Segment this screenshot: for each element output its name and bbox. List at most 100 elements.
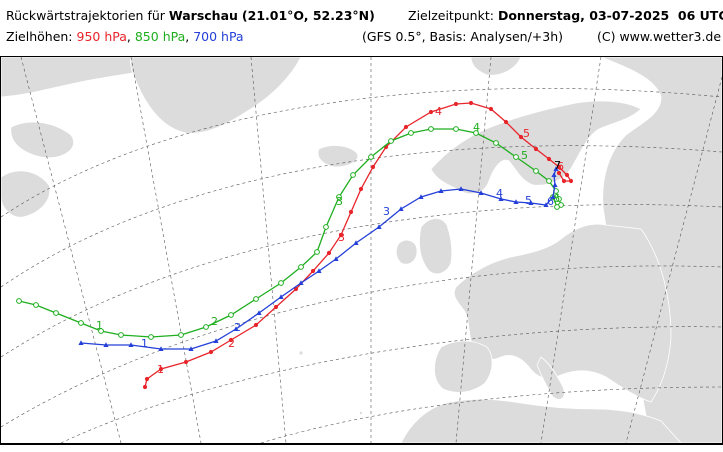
day-label: 6 [553,192,560,205]
target-marker-label: 7 [554,159,561,172]
circle-marker-icon [298,264,304,270]
land-italy [536,356,565,400]
triangle-marker-icon [543,202,549,207]
dot-marker-icon [533,146,539,152]
triangle-marker-icon [513,199,519,204]
land-labrador [1,170,51,218]
triangle-marker-icon [298,280,304,285]
dot-marker-icon [468,100,474,106]
bottom-rule [0,444,723,445]
triangle-marker-icon [233,326,239,331]
circle-marker-icon [388,138,394,144]
circle-marker-icon [336,194,342,200]
parallel-line [1,204,722,358]
triangle-marker-icon [551,172,557,177]
target-time-line: Zielzeitpunkt: Donnerstag, 03-07-2025 06… [408,8,723,24]
circle-marker-icon [408,130,414,136]
parallel-line [60,326,722,443]
land-great-britain [419,218,453,275]
triangle-marker-icon [188,346,194,351]
circle-marker-icon [78,320,84,326]
dot-marker-icon [488,106,494,112]
dot-marker-icon [208,349,214,355]
circle-marker-icon [228,312,234,318]
triangle-marker-icon [498,196,504,201]
circle-marker-icon [554,204,560,210]
meridian-line [130,57,202,443]
dot-marker-icon [348,209,354,215]
dot-marker-icon [158,366,164,372]
meridian-line [540,57,602,443]
meridian-line [455,57,492,443]
title-prefix: Rückwärtstrajektorien für [6,8,165,23]
triangle-marker-icon [376,224,382,229]
land-svalbard [470,57,522,76]
day-label: 5 [523,127,530,140]
triangle-marker-icon [78,340,84,345]
circle-marker-icon [178,332,184,338]
day-label: 2 [234,321,241,334]
triangle-marker-icon [398,206,404,211]
circle-marker-icon [278,280,284,286]
circle-marker-icon [473,130,479,136]
triangle-marker-icon [458,186,464,191]
day-label: 4 [496,187,503,200]
triangle-marker-icon [553,166,559,171]
circle-marker-icon [33,302,39,308]
triangle-marker-icon [103,342,109,347]
graticule [1,57,722,443]
map-canvas: 1 2 3 4 5 6 1 2 3 4 5 6 1 2 3 4 5 6 7 [1,57,722,443]
circle-marker-icon [513,154,519,160]
levels-label: Zielhöhen: [6,29,73,44]
trajectory-950hpa: 1 2 3 4 5 6 [142,100,574,390]
day-label: 3 [336,195,343,208]
map-header: Rückwärtstrajektorien für Warschau (21.0… [0,0,723,50]
day-label: 1 [96,319,103,332]
dot-marker-icon [518,134,524,140]
day-label: 5 [525,194,532,207]
land-azores [298,350,304,356]
dot-marker-icon [358,186,364,192]
dot-marker-icon [273,304,279,310]
triangle-marker-icon [478,190,484,195]
day-label: 1 [141,337,148,350]
land-masses [1,57,722,443]
dot-marker-icon [564,172,570,178]
circle-marker-icon [350,172,356,178]
circle-marker-icon [368,154,374,160]
land-madeira [358,410,363,415]
dot-marker-icon [370,164,376,170]
dot-marker-icon [503,119,509,125]
level-950-label: 950 hPa [76,29,127,44]
triangle-marker-icon [278,294,284,299]
day-label: 3 [338,231,345,244]
triangle-marker-icon [128,342,134,347]
day-label: 4 [435,105,442,118]
day-label: 1 [157,363,164,376]
circle-marker-icon [533,168,539,174]
dot-marker-icon [556,170,562,176]
dot-marker-icon [228,337,234,343]
circle-marker-icon [428,126,434,132]
parallel-line [1,145,722,288]
level-700-label: 700 hPa [193,29,244,44]
circle-marker-icon [98,328,104,334]
meridian-line [20,57,122,443]
dot-marker-icon [183,359,189,365]
dot-marker-icon [561,178,567,184]
triangle-marker-icon [438,188,444,193]
title-coords: (21.01°O, 52.23°N) [241,8,375,23]
triangle-marker-icon [316,268,322,273]
dot-marker-icon [403,124,409,130]
map-frame: 1 2 3 4 5 6 1 2 3 4 5 6 1 2 3 4 5 6 7 [0,56,723,444]
circle-marker-icon [314,249,320,255]
triangle-marker-icon [550,194,556,199]
day-label: 6 [547,195,554,208]
circle-marker-icon [53,310,59,316]
level-850-label: 850 hPa [134,29,186,44]
circle-marker-icon [253,296,259,302]
day-label: 2 [228,337,235,350]
land-greenland [130,57,302,134]
triangle-marker-icon [213,338,219,343]
circle-marker-icon [118,332,124,338]
